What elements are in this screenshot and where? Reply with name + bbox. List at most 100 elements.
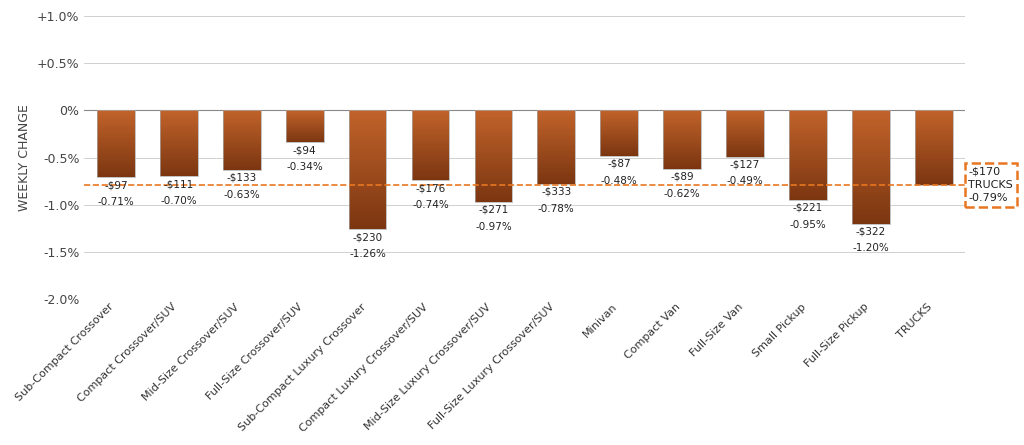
Bar (349, 148, 386, 150)
Bar (538, 135, 575, 136)
Bar (852, 114, 890, 116)
Bar (97, 145, 135, 146)
Bar (726, 154, 764, 155)
Bar (160, 168, 198, 169)
Bar (915, 155, 952, 156)
Bar (790, 133, 826, 134)
Bar (97, 156, 135, 157)
Bar (852, 127, 890, 129)
Bar (474, 184, 512, 185)
Bar (852, 177, 890, 178)
Text: -0.34%: -0.34% (287, 162, 323, 172)
Bar (726, 128, 764, 129)
Bar (97, 163, 135, 164)
Bar (160, 171, 198, 172)
Bar (412, 148, 450, 149)
Text: -$176: -$176 (416, 183, 445, 193)
Bar (790, 179, 826, 181)
Bar (474, 136, 512, 138)
Bar (852, 201, 890, 203)
Bar (538, 170, 575, 172)
Bar (349, 156, 386, 158)
Bar (97, 133, 135, 134)
Bar (538, 129, 575, 130)
Text: -0.74%: -0.74% (412, 200, 449, 210)
Bar (286, 130, 324, 131)
Bar (160, 169, 198, 170)
Text: -$97: -$97 (104, 180, 128, 190)
Bar (223, 131, 260, 132)
Bar (160, 172, 198, 173)
Text: -0.70%: -0.70% (161, 196, 197, 206)
Bar (97, 153, 135, 154)
Bar (790, 138, 826, 139)
Bar (349, 170, 386, 172)
Bar (852, 190, 890, 191)
Bar (97, 113, 135, 114)
Bar (97, 162, 135, 163)
Bar (664, 120, 701, 121)
Bar (852, 124, 890, 125)
Bar (538, 177, 575, 178)
Bar (474, 149, 512, 150)
Bar (915, 128, 952, 129)
Bar (664, 118, 701, 119)
Bar (726, 110, 764, 157)
Bar (538, 173, 575, 174)
Bar (97, 148, 135, 150)
Bar (349, 174, 386, 176)
Bar (97, 142, 135, 143)
Bar (412, 154, 450, 156)
Bar (97, 110, 135, 112)
Bar (664, 138, 701, 139)
Bar (790, 119, 826, 121)
Bar (600, 137, 638, 138)
Bar (538, 183, 575, 184)
Bar (790, 198, 826, 200)
Bar (160, 164, 198, 166)
Bar (664, 145, 701, 146)
Bar (286, 128, 324, 129)
Bar (915, 121, 952, 123)
Bar (286, 116, 324, 117)
Bar (790, 172, 826, 173)
Bar (915, 139, 952, 140)
Bar (349, 114, 386, 117)
Bar (474, 179, 512, 181)
Bar (412, 125, 450, 127)
Bar (97, 126, 135, 127)
Bar (160, 173, 198, 174)
Bar (664, 161, 701, 162)
Bar (852, 222, 890, 223)
Bar (474, 176, 512, 178)
Bar (349, 219, 386, 221)
Bar (538, 141, 575, 142)
Bar (97, 146, 135, 147)
Bar (726, 144, 764, 145)
Bar (915, 134, 952, 135)
Bar (160, 163, 198, 164)
Bar (790, 113, 826, 115)
Bar (726, 146, 764, 147)
Bar (664, 132, 701, 133)
Bar (600, 151, 638, 152)
Bar (160, 137, 198, 138)
Text: -0.97%: -0.97% (475, 222, 512, 232)
Bar (97, 127, 135, 128)
Bar (852, 131, 890, 133)
Bar (664, 160, 701, 161)
Bar (223, 159, 260, 160)
Bar (600, 153, 638, 154)
Bar (726, 138, 764, 139)
Bar (538, 130, 575, 131)
Bar (97, 150, 135, 152)
Bar (223, 156, 260, 157)
Bar (412, 110, 450, 180)
Bar (852, 158, 890, 159)
Bar (160, 174, 198, 175)
Text: -$322: -$322 (856, 227, 886, 236)
Bar (664, 126, 701, 127)
Bar (852, 205, 890, 206)
Bar (286, 111, 324, 112)
Bar (349, 172, 386, 174)
